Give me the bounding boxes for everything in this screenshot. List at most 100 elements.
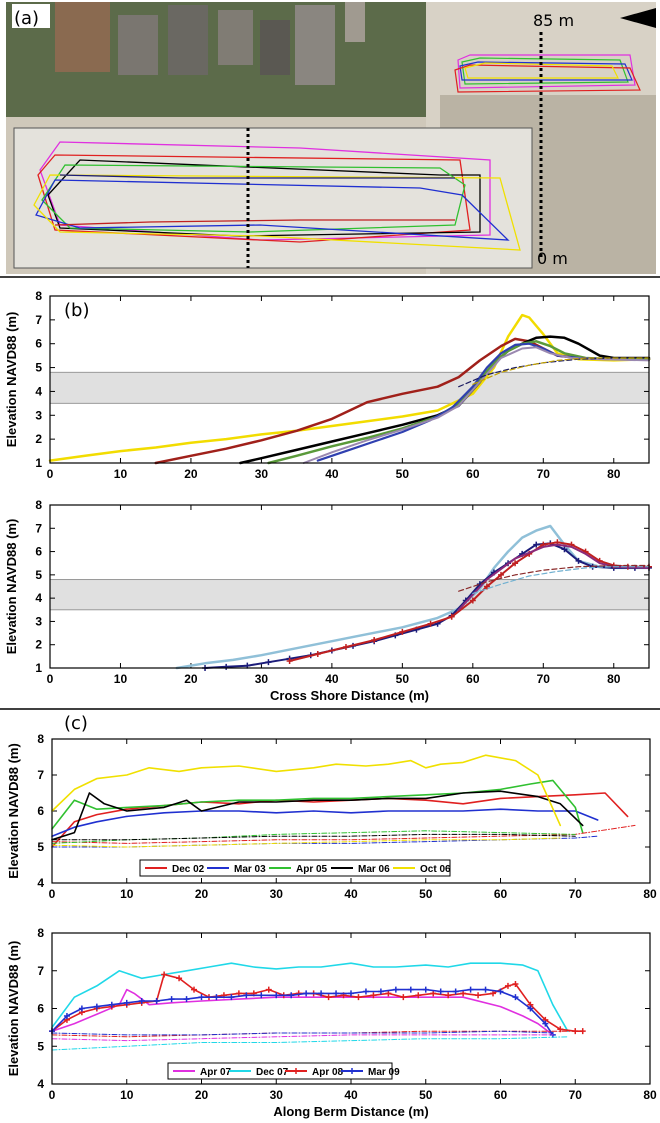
series-marker: [153, 997, 160, 1004]
series-marker: [78, 1005, 85, 1012]
series-marker: [314, 651, 321, 658]
series-line: [175, 524, 651, 670]
series-marker: [527, 1005, 534, 1012]
series-marker: [512, 560, 519, 567]
series-marker: [325, 994, 332, 1001]
x-tick-label: 0: [49, 1088, 56, 1102]
series-marker: [392, 986, 399, 993]
y-tick-label: 3: [35, 408, 42, 422]
legend-label: Oct 06: [420, 864, 451, 875]
series-marker: [467, 986, 474, 993]
x-tick-label: 0: [47, 672, 54, 686]
y-tick-label: 6: [37, 1002, 44, 1016]
series-marker: [400, 994, 407, 1001]
y-tick-label: 8: [35, 289, 42, 303]
series-marker: [333, 990, 340, 997]
x-tick-label: 40: [344, 887, 358, 901]
y-tick-label: 5: [35, 568, 42, 582]
x-tick-label: 10: [114, 467, 128, 481]
legend-label: Dec 07: [256, 1067, 289, 1078]
x-tick-label: 20: [195, 1088, 209, 1102]
x-tick-label: 30: [255, 672, 269, 686]
chart-c-upper: 0 10 20 30 40 50 60 70 80 4 5 6 7 8 Elevation NAVD88 (…: [6, 732, 657, 901]
series-line: [51, 833, 576, 841]
x-tick-label: 60: [466, 672, 480, 686]
series-line: [51, 779, 584, 834]
series-marker: [198, 994, 205, 1001]
x-tick-label: 10: [114, 672, 128, 686]
label-a-box: [12, 4, 50, 28]
photo-roof-5: [260, 20, 290, 75]
x-tick-label: 70: [569, 887, 583, 901]
series-marker: [490, 990, 497, 997]
y-tick-label: 7: [37, 964, 44, 978]
series-marker: [235, 990, 242, 997]
y-tick-label: 7: [35, 521, 42, 535]
x-axis-label: Cross Shore Distance (m): [270, 688, 429, 703]
series-line: [51, 790, 584, 841]
photo-roof-7: [345, 2, 365, 42]
legend-label: Dec 02: [172, 864, 205, 875]
y-tick-label: 1: [35, 456, 42, 470]
y-tick-label: 3: [35, 614, 42, 628]
series-line: [48, 313, 651, 462]
x-axis-label: Along Berm Distance (m): [273, 1104, 428, 1119]
series-marker: [273, 992, 280, 999]
series-marker: [422, 986, 429, 993]
series-marker: [176, 975, 183, 982]
x-tick-label: 60: [494, 887, 508, 901]
x-tick-label: 60: [494, 1088, 508, 1102]
series-marker: [228, 994, 235, 1001]
panel-c-label: (c): [64, 713, 88, 734]
chart-b-upper: 0 10 20 30 40 50 60 70 80 1 2 3 4 5 6 7 8 Elevation NAVD8…: [4, 289, 651, 481]
x-tick-label: 20: [184, 467, 198, 481]
scale-top-label: 85 m: [533, 11, 574, 30]
series-marker: [318, 990, 325, 997]
series-line: [51, 824, 636, 844]
panel-b-label: (b): [64, 300, 89, 321]
plot-frame: [49, 504, 650, 669]
legend-label: Apr 08: [312, 1067, 344, 1078]
series-marker: [475, 992, 482, 999]
series-marker: [355, 994, 362, 1001]
y-tick-label: 4: [37, 876, 44, 890]
series-marker: [362, 988, 369, 995]
series-marker: [93, 1003, 100, 1010]
plot-frame: [51, 738, 651, 884]
series-marker: [498, 571, 505, 578]
legend-marker: [349, 1068, 355, 1074]
x-tick-label: 10: [120, 887, 134, 901]
series-marker: [258, 992, 265, 999]
series-marker: [533, 541, 540, 548]
series-marker: [265, 986, 272, 993]
x-tick-label: 0: [47, 467, 54, 481]
y-tick-label: 2: [35, 638, 42, 652]
shaded-band: [49, 579, 650, 611]
x-tick-label: 60: [466, 467, 480, 481]
x-tick-label: 80: [607, 672, 621, 686]
series-marker: [482, 986, 489, 993]
series-marker: [342, 644, 349, 651]
series-marker: [430, 990, 437, 997]
series-marker: [445, 992, 452, 999]
series-line: [472, 357, 650, 385]
series-line: [51, 962, 569, 1032]
series-line: [267, 340, 651, 465]
topright-outlines: [454, 54, 641, 93]
legend-label: Apr 07: [200, 1067, 232, 1078]
series-marker: [512, 994, 519, 1001]
series-line: [51, 754, 562, 827]
x-tick-label: 70: [569, 1088, 583, 1102]
inset-outlines: [33, 141, 521, 251]
series-marker: [168, 996, 175, 1003]
series-line: [51, 837, 561, 848]
legend-label: Mar 03: [234, 864, 266, 875]
y-axis-label: Elevation NAVD88 (m): [4, 519, 19, 655]
x-tick-label: 70: [537, 467, 551, 481]
series-marker: [448, 613, 455, 620]
series-marker: [377, 988, 384, 995]
series-marker: [303, 990, 310, 997]
series-marker: [123, 999, 130, 1006]
series-marker: [483, 583, 490, 590]
